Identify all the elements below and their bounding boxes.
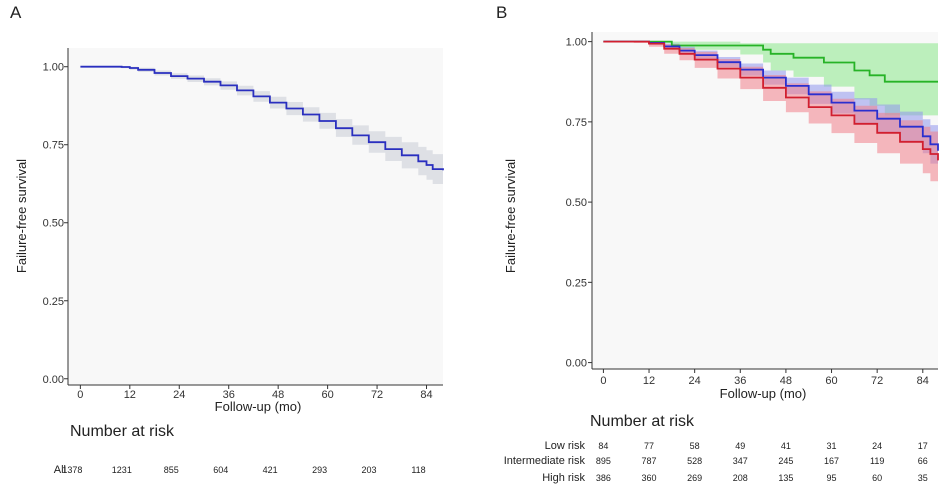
panel-a-risk-title: Number at risk — [70, 423, 175, 440]
panel-a-xlabel: Follow-up (mo) — [215, 399, 302, 414]
panel-b-marks: 0 12 24 36 48 60 72 84 0.00 0.25 0.50 0.75 1.00 84 77 5… — [566, 32, 939, 483]
panel-b-risk-label-high: High risk — [542, 472, 585, 484]
risk-cell: 95 — [827, 473, 837, 483]
x-tick-label: 24 — [173, 389, 185, 401]
x-tick-label: 12 — [124, 389, 136, 401]
risk-cell: 528 — [687, 456, 702, 466]
risk-cell: 77 — [644, 441, 654, 451]
panel-a-ylabel: Failure-free survival — [14, 159, 29, 273]
x-tick-label: 0 — [600, 375, 606, 387]
risk-cell: 84 — [598, 441, 608, 451]
risk-cell: 1378 — [62, 465, 82, 475]
x-tick-label: 72 — [371, 389, 383, 401]
risk-cell: 41 — [781, 441, 791, 451]
risk-cell: 24 — [872, 441, 882, 451]
risk-cell: 895 — [596, 456, 611, 466]
panel-b-label: B — [496, 3, 507, 22]
risk-cell: 208 — [733, 473, 748, 483]
ci-band-high-risk — [603, 41, 938, 190]
y-tick-label: 0.75 — [43, 140, 64, 152]
panel-a-risk-label-all: All — [54, 464, 66, 476]
panel-a-label: A — [10, 3, 22, 22]
risk-cell: 347 — [733, 456, 748, 466]
risk-cell: 167 — [824, 456, 839, 466]
ci-band-low-risk — [603, 41, 938, 116]
x-tick-label: 84 — [420, 389, 432, 401]
panel-b-risk-label-low: Low risk — [545, 440, 586, 452]
risk-cell: 49 — [735, 441, 745, 451]
risk-cell: 855 — [164, 465, 179, 475]
risk-cell: 604 — [213, 465, 228, 475]
panel-a-plot-area — [68, 48, 443, 385]
risk-cell: 35 — [918, 473, 928, 483]
survival-curve-all — [80, 65, 444, 171]
panel-b-risk-label-intermediate: Intermediate risk — [504, 455, 586, 467]
y-tick-label: 0.00 — [43, 374, 64, 386]
chart-marks: 0 12 24 36 48 60 72 84 0.00 0.25 0.50 0.75 1.00 1378 1… — [43, 32, 939, 483]
risk-cell: 17 — [918, 441, 928, 451]
panel-b-risk-title: Number at risk — [590, 413, 695, 430]
y-tick-label: 0.25 — [43, 296, 64, 308]
risk-cell: 293 — [312, 465, 327, 475]
panel-b-xlabel: Follow-up (mo) — [720, 386, 807, 401]
y-tick-label: 1.00 — [43, 62, 64, 74]
ci-band-intermediate-risk — [603, 41, 938, 170]
x-tick-label: 0 — [77, 389, 83, 401]
x-tick-label: 72 — [871, 375, 883, 387]
risk-cell: 203 — [362, 465, 377, 475]
x-tick-label: 60 — [825, 375, 837, 387]
risk-cell: 386 — [596, 473, 611, 483]
risk-cell: 31 — [827, 441, 837, 451]
y-tick-label: 0.00 — [566, 358, 587, 370]
risk-cell: 58 — [690, 441, 700, 451]
panel-b-ylabel: Failure-free survival — [503, 159, 518, 273]
y-tick-label: 0.25 — [566, 277, 587, 289]
panel-a-marks: 0 12 24 36 48 60 72 84 0.00 0.25 0.50 0.75 1.00 1378 1… — [43, 48, 444, 475]
y-tick-label: 1.00 — [566, 37, 587, 49]
survival-curve-intermediate-risk — [603, 40, 939, 151]
risk-cell: 119 — [870, 456, 884, 466]
risk-cell: 269 — [687, 473, 702, 483]
risk-cell: 60 — [872, 473, 882, 483]
x-tick-label: 48 — [272, 389, 284, 401]
y-tick-label: 0.50 — [43, 218, 64, 230]
risk-cell: 787 — [642, 456, 657, 466]
x-tick-label: 36 — [734, 375, 746, 387]
x-tick-label: 24 — [689, 375, 701, 387]
risk-cell: 66 — [918, 456, 928, 466]
x-tick-label: 12 — [643, 375, 655, 387]
y-tick-label: 0.50 — [566, 197, 587, 209]
risk-cell: 421 — [263, 465, 278, 475]
risk-cell: 245 — [778, 456, 793, 466]
risk-cell: 360 — [642, 473, 657, 483]
survival-curve-high-risk — [603, 40, 939, 161]
y-tick-label: 0.75 — [566, 117, 587, 129]
survival-curve-low-risk — [603, 40, 938, 83]
risk-cell: 135 — [778, 473, 793, 483]
x-tick-label: 36 — [223, 389, 235, 401]
risk-cell: 118 — [411, 465, 425, 475]
x-tick-label: 48 — [780, 375, 792, 387]
risk-cell: 1231 — [112, 465, 132, 475]
x-tick-label: 84 — [917, 375, 929, 387]
x-tick-label: 60 — [321, 389, 333, 401]
